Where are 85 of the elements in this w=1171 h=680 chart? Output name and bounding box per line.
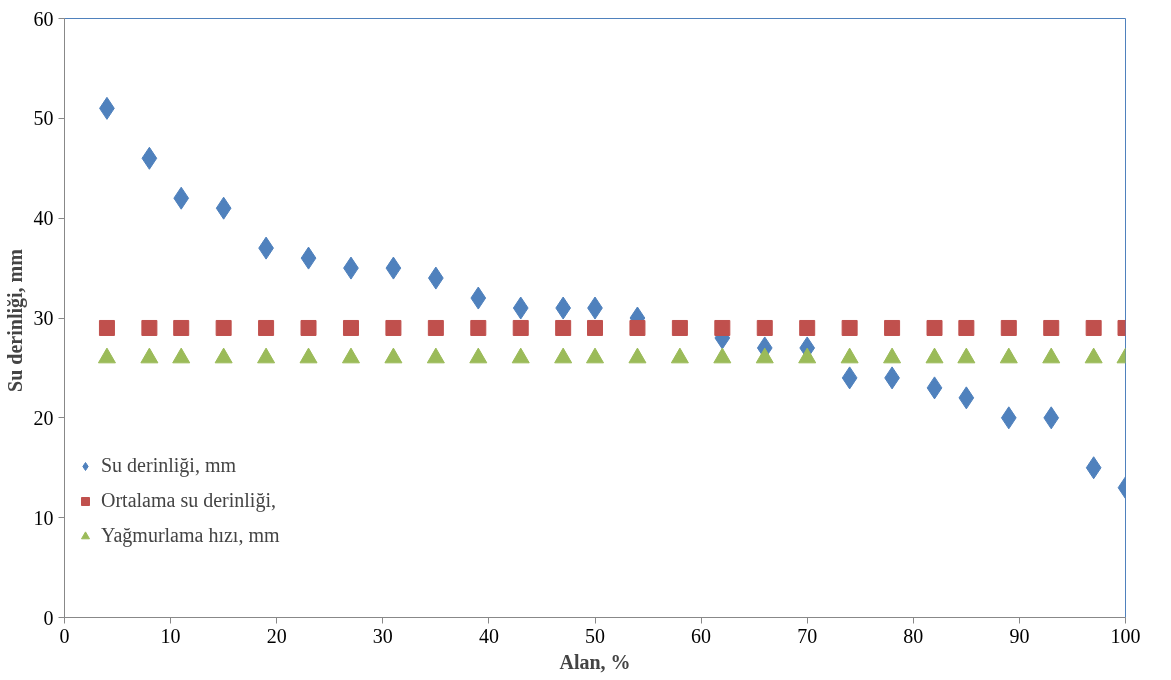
point [1000,319,1017,336]
y-tick-label: 50 [33,107,54,130]
point [173,319,190,336]
point [883,347,902,364]
y-tick-label: 10 [33,506,54,529]
point [141,319,158,336]
point [1084,347,1103,364]
point [1085,319,1102,336]
y-tick-label: 40 [33,207,54,230]
point [385,256,402,280]
point [554,347,573,364]
point [799,319,816,336]
point [258,319,275,336]
x-tick-label: 40 [478,624,499,647]
point [714,319,731,336]
point [926,376,943,400]
legend-label: Su derinliği, mm [101,454,236,477]
point [713,347,732,364]
point [586,347,604,364]
point [511,347,530,364]
y-tick-label: 30 [33,307,54,329]
point [1042,347,1061,364]
point [628,347,647,364]
point [385,319,402,336]
point [926,319,943,336]
x-tick-label: 60 [691,624,712,647]
point [299,347,318,364]
point [141,146,158,170]
point [215,196,232,220]
point [470,286,487,310]
point [671,319,688,336]
point [257,347,276,364]
point [555,319,572,336]
point [470,319,487,336]
x-tick-label: 50 [585,624,605,647]
x-tick-label: 10 [160,624,181,647]
y-tick-label: 0 [43,606,54,629]
x-axis-title: Alan, % [559,650,631,673]
x-tick-label: 20 [266,624,287,647]
point [1000,406,1017,430]
x-tick-label: 90 [1009,624,1030,647]
point [172,347,191,364]
x-tick-label: 80 [903,624,924,647]
point [925,347,944,364]
y-axis-title: Su derinliği, mm [3,248,27,392]
point [798,347,817,364]
x-tick-label: 70 [797,624,818,647]
point [958,319,975,336]
point [341,347,360,364]
legend-label: Yağmurlama hızı, mm [101,524,280,547]
point [512,296,529,320]
point [1043,406,1060,430]
point [1043,319,1060,336]
point [756,319,773,336]
point [384,347,403,364]
point [427,319,444,336]
point [98,319,115,336]
point [426,347,445,364]
point [97,347,116,364]
y-tick-label: 20 [33,406,54,429]
point [670,347,689,364]
point [214,347,233,364]
point [342,319,359,336]
x-tick-label: 30 [372,624,393,647]
legend-label: Ortalama su derinliği, [101,489,276,512]
y-tick-label: 60 [33,7,54,30]
point [215,319,232,336]
point [469,347,488,364]
point [587,319,603,336]
point [300,246,317,270]
point [840,347,859,364]
x-tick-label: 100 [1110,624,1141,647]
point [841,319,858,336]
point [999,347,1018,364]
point [884,319,901,336]
point [140,347,159,364]
point [629,319,646,336]
point [957,347,976,364]
point [173,186,190,210]
point [958,386,975,410]
point [841,366,858,390]
point [755,347,774,364]
point [512,319,529,336]
point [300,319,317,336]
x-tick-label: 0 [59,624,70,647]
